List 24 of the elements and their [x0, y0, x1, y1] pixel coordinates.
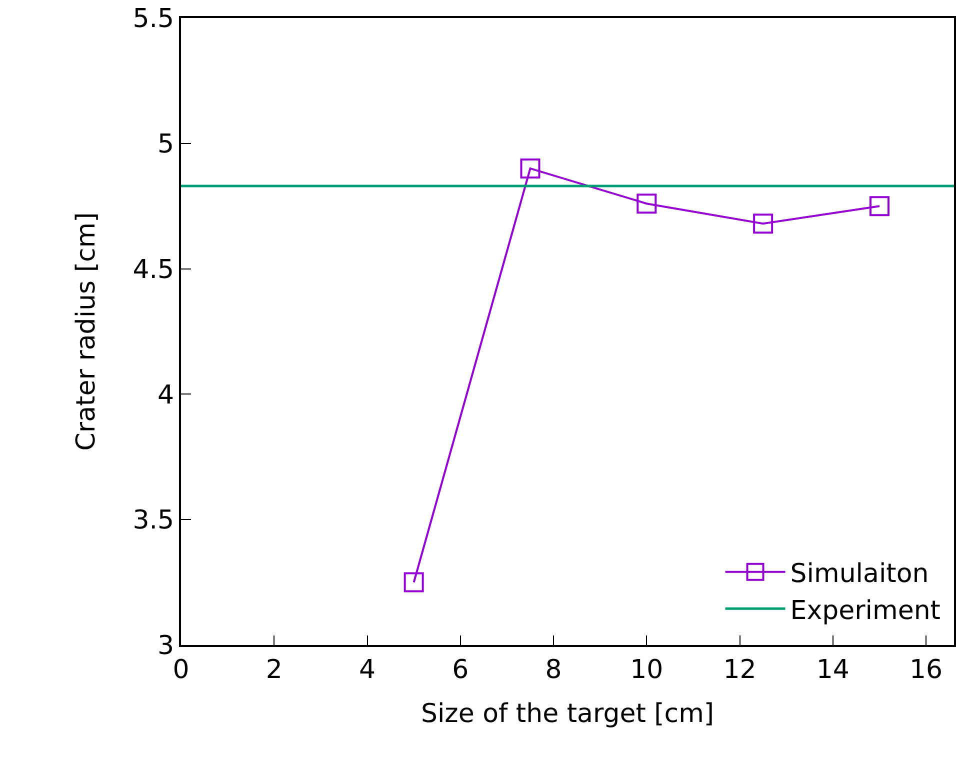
- x-tick-label: 8: [545, 654, 562, 685]
- point: [636, 194, 657, 214]
- point: [404, 572, 424, 592]
- point: [753, 214, 774, 234]
- x-axis-title: Size of the target [cm]: [420, 699, 714, 730]
- y-tick-label: 5.5: [132, 4, 174, 34]
- y-tick-label: 4: [158, 380, 174, 410]
- x-tick-label: 6: [452, 654, 469, 685]
- x-tick-label: 0: [172, 654, 190, 685]
- x-tick-label: 4: [358, 654, 376, 685]
- y-tick-label: 3.5: [132, 506, 174, 536]
- x-tick-label: 14: [816, 654, 850, 685]
- x-tick-label: 16: [910, 654, 943, 685]
- y-tick-label: 5: [158, 130, 174, 160]
- legend-label: Experiment: [790, 596, 941, 626]
- x-tick-label: 12: [723, 654, 756, 685]
- legend-label: Simulaiton: [790, 559, 929, 589]
- point: [520, 158, 540, 178]
- y-tick-label: 3: [158, 631, 174, 662]
- y-tick-label: 4.5: [132, 254, 174, 285]
- x-tick-label: 10: [630, 654, 664, 685]
- x-tick-label: 2: [266, 654, 282, 685]
- y-axis-title: Crater radius [cm]: [72, 212, 102, 451]
- point: [869, 196, 890, 216]
